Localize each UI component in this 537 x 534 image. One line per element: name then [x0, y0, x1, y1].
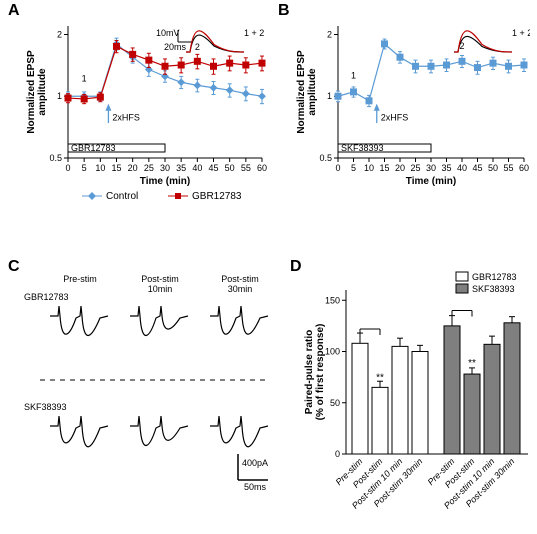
svg-text:1 + 2: 1 + 2: [244, 28, 264, 38]
svg-text:Paired-pulse ratio: Paired-pulse ratio: [304, 330, 315, 414]
svg-text:amplitude: amplitude: [37, 68, 48, 116]
svg-text:30: 30: [160, 163, 170, 173]
svg-text:20: 20: [128, 163, 138, 173]
panel-b-label: B: [278, 2, 290, 20]
svg-text:25: 25: [144, 163, 154, 173]
svg-text:60: 60: [257, 163, 267, 173]
svg-text:SKF38393: SKF38393: [472, 284, 515, 294]
svg-text:100: 100: [325, 347, 340, 357]
svg-text:30: 30: [426, 163, 436, 173]
svg-text:1: 1: [57, 91, 62, 101]
svg-text:50: 50: [488, 163, 498, 173]
svg-text:40: 40: [457, 163, 467, 173]
svg-text:30min: 30min: [228, 284, 253, 294]
svg-text:10: 10: [364, 163, 374, 173]
svg-text:2: 2: [195, 42, 200, 52]
svg-text:55: 55: [241, 163, 251, 173]
svg-text:35: 35: [441, 163, 451, 173]
svg-text:Normalized EPSP: Normalized EPSP: [296, 50, 307, 134]
svg-text:25: 25: [410, 163, 420, 173]
svg-text:0: 0: [335, 163, 340, 173]
svg-text:50ms: 50ms: [244, 482, 267, 492]
svg-text:SKF38393: SKF38393: [24, 402, 67, 412]
svg-text:15: 15: [379, 163, 389, 173]
svg-text:2xHFS: 2xHFS: [112, 113, 140, 123]
svg-text:Post-stim: Post-stim: [221, 274, 259, 284]
svg-text:0.5: 0.5: [49, 153, 62, 163]
panel-d-barchart: 0 50 100 150 Paired-pulse ratio(% of first r…: [300, 266, 532, 524]
panel-c-traces: Pre-stimPost-stim10minPost-stim30minGBR1…: [20, 270, 280, 515]
svg-text:2: 2: [57, 29, 62, 39]
svg-text:2xHFS: 2xHFS: [381, 113, 409, 123]
svg-text:50: 50: [330, 398, 340, 408]
svg-text:5: 5: [351, 163, 356, 173]
panel-b-chart: 0.512051015202530354045505560Time (min)N…: [290, 10, 530, 200]
svg-text:0.5: 0.5: [319, 153, 332, 163]
panel-a-chart: 0.512051015202530354045505560Time (min)N…: [20, 10, 270, 220]
svg-text:Time (min): Time (min): [406, 176, 456, 187]
svg-text:10min: 10min: [148, 284, 173, 294]
svg-text:50: 50: [225, 163, 235, 173]
svg-text:20: 20: [395, 163, 405, 173]
svg-text:40: 40: [192, 163, 202, 173]
svg-text:1 + 2: 1 + 2: [512, 28, 530, 38]
svg-text:Time (min): Time (min): [140, 176, 190, 187]
svg-text:GBR12783: GBR12783: [71, 143, 116, 153]
svg-text:0: 0: [65, 163, 70, 173]
svg-text:Post-stim: Post-stim: [141, 274, 179, 284]
svg-text:10mV: 10mV: [156, 28, 180, 38]
svg-text:GBR12783: GBR12783: [24, 292, 69, 302]
svg-text:0: 0: [335, 449, 340, 459]
svg-text:1: 1: [327, 91, 332, 101]
svg-text:amplitude: amplitude: [307, 68, 318, 116]
svg-text:Control: Control: [106, 191, 138, 202]
svg-text:20ms: 20ms: [164, 42, 187, 52]
svg-text:60: 60: [519, 163, 529, 173]
svg-text:5: 5: [82, 163, 87, 173]
svg-text:45: 45: [472, 163, 482, 173]
svg-text:GBR12783: GBR12783: [192, 191, 242, 202]
svg-text:**: **: [376, 372, 384, 383]
svg-text:1: 1: [351, 71, 356, 81]
svg-text:45: 45: [208, 163, 218, 173]
svg-text:15: 15: [111, 163, 121, 173]
svg-text:Pre-stim: Pre-stim: [63, 274, 97, 284]
svg-text:55: 55: [503, 163, 513, 173]
svg-text:GBR12783: GBR12783: [472, 272, 517, 282]
panel-c-label: C: [8, 258, 20, 276]
svg-text:2: 2: [327, 29, 332, 39]
svg-text:400pA: 400pA: [242, 458, 268, 468]
svg-text:(% of first response): (% of first response): [315, 324, 326, 421]
svg-text:Normalized EPSP: Normalized EPSP: [26, 50, 37, 134]
svg-text:10: 10: [95, 163, 105, 173]
svg-text:1: 1: [82, 73, 87, 83]
svg-text:SKF38393: SKF38393: [341, 143, 384, 153]
svg-text:150: 150: [325, 295, 340, 305]
svg-text:**: **: [468, 358, 476, 369]
panel-a-label: A: [8, 2, 20, 20]
svg-text:35: 35: [176, 163, 186, 173]
